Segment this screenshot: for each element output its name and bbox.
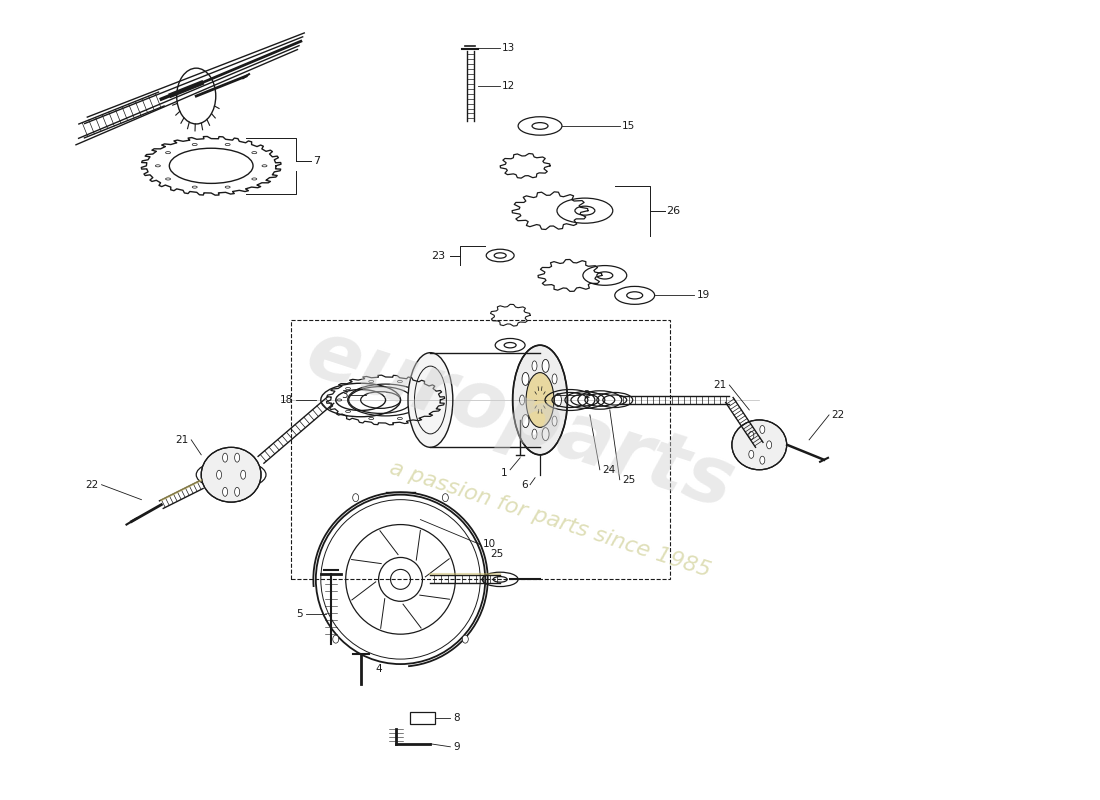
Ellipse shape: [519, 395, 525, 405]
Text: 24: 24: [602, 465, 615, 474]
Ellipse shape: [542, 428, 549, 441]
Ellipse shape: [201, 447, 261, 502]
Text: 3: 3: [341, 390, 348, 400]
Ellipse shape: [408, 353, 453, 447]
Text: 6: 6: [521, 480, 528, 490]
Text: 18: 18: [279, 395, 293, 405]
Ellipse shape: [554, 394, 561, 406]
Ellipse shape: [241, 470, 245, 479]
Ellipse shape: [234, 487, 240, 496]
Ellipse shape: [222, 487, 228, 496]
Text: 5: 5: [296, 610, 303, 619]
Ellipse shape: [513, 345, 568, 455]
Ellipse shape: [760, 426, 764, 434]
Text: 10: 10: [483, 539, 496, 550]
Ellipse shape: [532, 429, 537, 439]
Ellipse shape: [542, 359, 549, 372]
Text: 22: 22: [830, 410, 845, 420]
Ellipse shape: [217, 470, 221, 479]
Ellipse shape: [442, 494, 449, 502]
Text: 19: 19: [696, 290, 710, 300]
Text: europarts: europarts: [296, 314, 744, 526]
Ellipse shape: [353, 494, 359, 502]
Ellipse shape: [522, 373, 529, 386]
Bar: [290, 320, 670, 579]
Text: 25: 25: [621, 474, 635, 485]
Ellipse shape: [532, 361, 537, 371]
Text: 22: 22: [86, 480, 99, 490]
Text: a passion for parts since 1985: a passion for parts since 1985: [387, 458, 713, 581]
Ellipse shape: [333, 635, 339, 643]
Ellipse shape: [767, 441, 771, 449]
Text: 21: 21: [713, 380, 726, 390]
Text: 4: 4: [375, 664, 382, 674]
Text: 13: 13: [503, 43, 516, 54]
Text: 8: 8: [453, 713, 460, 723]
Ellipse shape: [234, 453, 240, 462]
Text: 25: 25: [491, 550, 504, 559]
Text: 1: 1: [500, 468, 507, 478]
Ellipse shape: [552, 374, 557, 384]
Text: 12: 12: [503, 81, 516, 91]
Text: 21: 21: [175, 435, 188, 445]
Ellipse shape: [749, 450, 754, 458]
Bar: [410, 712, 436, 724]
Ellipse shape: [749, 431, 754, 439]
Text: 26: 26: [667, 206, 681, 216]
Ellipse shape: [222, 453, 228, 462]
Ellipse shape: [462, 635, 469, 643]
Ellipse shape: [552, 416, 557, 426]
Ellipse shape: [760, 456, 764, 464]
Text: 15: 15: [621, 121, 635, 131]
Text: 23: 23: [431, 250, 446, 261]
Ellipse shape: [732, 420, 786, 470]
Ellipse shape: [522, 414, 529, 427]
Text: 7: 7: [312, 156, 320, 166]
Ellipse shape: [526, 373, 554, 427]
Text: 2: 2: [583, 390, 590, 400]
Text: 9: 9: [453, 742, 460, 752]
